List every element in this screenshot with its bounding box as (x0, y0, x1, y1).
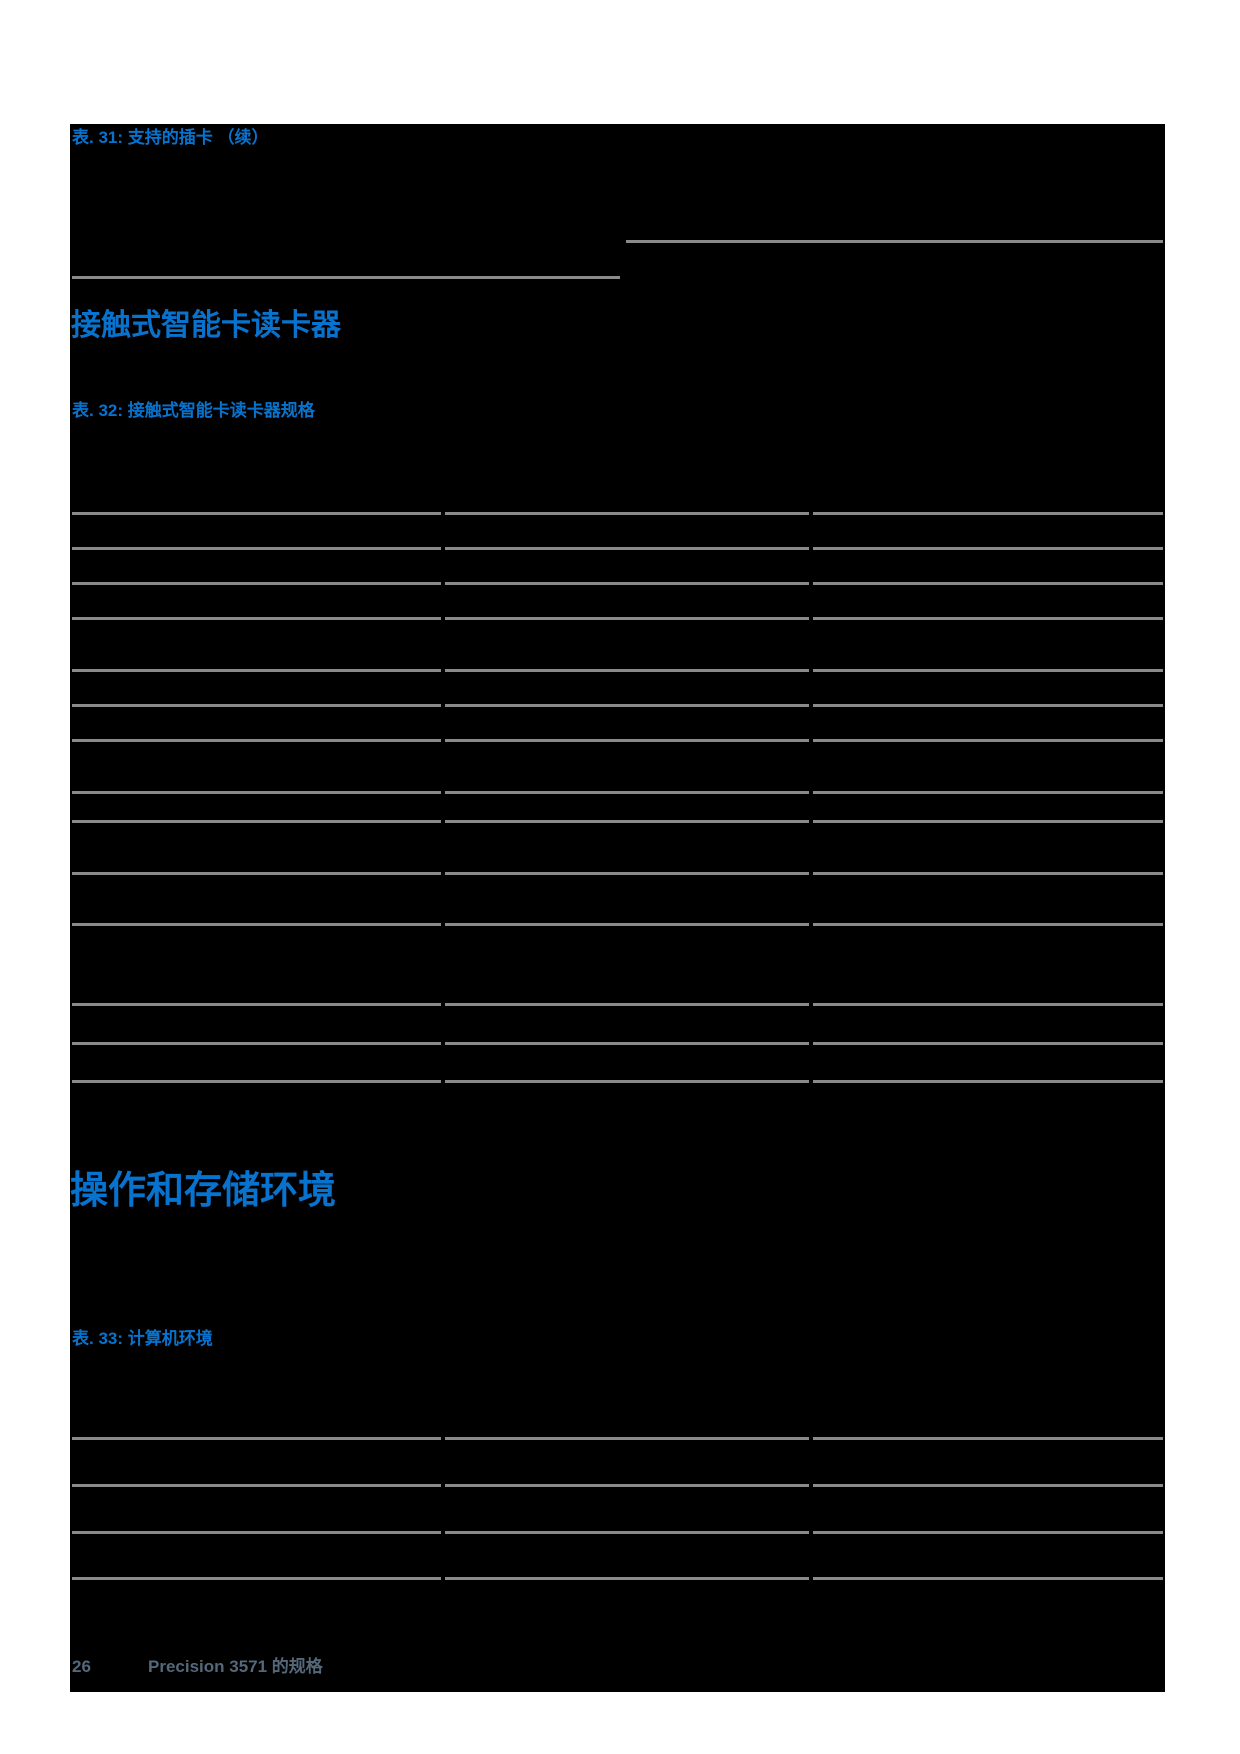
table31-row-line (72, 276, 620, 279)
table32-row-line (72, 791, 441, 794)
table-33-caption: 表. 33: 计算机环境 (72, 1329, 213, 1348)
table32-row-line (72, 872, 441, 875)
table32-row-line (813, 512, 1163, 515)
table33-row-line (445, 1531, 809, 1534)
table32-row-line (445, 872, 809, 875)
table32-row-line (445, 547, 809, 550)
table32-row-line (445, 1003, 809, 1006)
table32-row-line (72, 1003, 441, 1006)
table33-row-line (813, 1484, 1163, 1487)
table32-row-line (813, 669, 1163, 672)
table32-row-line (72, 512, 441, 515)
table31-row-line (626, 240, 1163, 243)
table32-row-line (72, 582, 441, 585)
table32-row-line (445, 739, 809, 742)
table33-row-line (445, 1437, 809, 1440)
table33-row-line (813, 1577, 1163, 1580)
table33-row-line (813, 1437, 1163, 1440)
table32-row-line (72, 923, 441, 926)
table32-row-line (72, 739, 441, 742)
table33-row-line (445, 1577, 809, 1580)
table32-row-line (813, 1080, 1163, 1083)
table32-row-line (445, 791, 809, 794)
table32-row-line (813, 1042, 1163, 1045)
table32-row-line (445, 923, 809, 926)
table32-row-line (813, 739, 1163, 742)
footer-doc-title: Precision 3571 的规格 (148, 1657, 323, 1676)
footer-page-number: 26 (72, 1657, 91, 1676)
table33-row-line (813, 1531, 1163, 1534)
table32-row-line (72, 669, 441, 672)
table32-row-line (72, 1042, 441, 1045)
table32-row-line (72, 820, 441, 823)
table33-row-line (445, 1484, 809, 1487)
table32-row-line (813, 820, 1163, 823)
table32-row-line (72, 547, 441, 550)
table32-row-line (813, 1003, 1163, 1006)
table32-row-line (445, 669, 809, 672)
table32-row-line (445, 1042, 809, 1045)
table32-row-line (72, 617, 441, 620)
table32-row-line (813, 582, 1163, 585)
content-canvas (70, 124, 1165, 1692)
table33-row-line (72, 1577, 441, 1580)
table32-row-line (813, 923, 1163, 926)
table32-row-line (813, 617, 1163, 620)
environment-heading: 操作和存储环境 (70, 1170, 337, 1212)
table32-row-line (72, 704, 441, 707)
table32-row-line (445, 512, 809, 515)
table32-row-line (813, 547, 1163, 550)
table32-row-line (445, 617, 809, 620)
table33-row-line (72, 1484, 441, 1487)
table33-row-line (72, 1437, 441, 1440)
smartcard-reader-heading: 接触式智能卡读卡器 (71, 309, 341, 342)
table32-row-line (813, 704, 1163, 707)
table32-row-line (445, 704, 809, 707)
table32-row-line (813, 872, 1163, 875)
table32-row-line (813, 791, 1163, 794)
table32-row-line (445, 582, 809, 585)
table-32-caption: 表. 32: 接触式智能卡读卡器规格 (72, 401, 315, 420)
table32-row-line (72, 1080, 441, 1083)
table-31-caption: 表. 31: 支持的插卡 （续） (72, 128, 269, 147)
table32-row-line (445, 820, 809, 823)
table32-row-line (445, 1080, 809, 1083)
table33-row-line (72, 1531, 441, 1534)
